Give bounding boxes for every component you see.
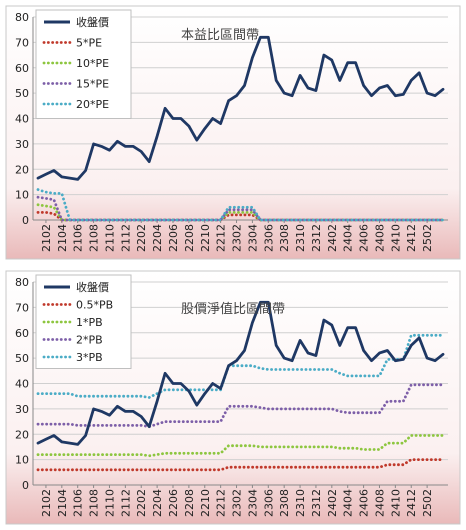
x-tick-label: 2204 [151,224,164,252]
x-tick-label: 2502 [421,489,434,517]
x-tick-label: 2308 [278,224,291,252]
legend-box [35,9,132,119]
legend-label: 0.5*PB [76,299,113,312]
x-tick-label: 2302 [231,224,244,252]
x-tick-label: 2412 [405,224,418,252]
y-tick-label: 40 [15,378,29,391]
x-tick-label: 2108 [88,224,101,252]
x-tick-label: 2208 [183,224,196,252]
y-tick-label: 30 [15,138,29,151]
x-tick-label: 2202 [135,224,148,252]
chart-title: 股價淨值比區間帶 [181,301,285,317]
x-tick-label: 2106 [72,489,85,517]
legend-label: 20*PE [76,98,109,111]
x-tick-label: 2310 [294,489,307,517]
x-tick-label: 2110 [103,489,116,517]
x-tick-label: 2210 [199,224,212,252]
x-tick-label: 2112 [119,224,132,252]
series-line-0 [36,300,445,446]
x-tick-label: 2312 [310,489,323,517]
legend-label: 3*PB [76,351,103,364]
y-tick-label: 0 [22,214,29,227]
series-line-1 [36,458,445,472]
series-line-3 [36,195,445,222]
x-tick-label: 2308 [278,489,291,517]
y-tick-label: 60 [15,327,29,340]
chart-pb-svg: 0 10 20 30 40 50 60 70 80 2102 2104 2106 2108 2110 211… [5,270,461,525]
x-tick-label: 2102 [40,489,53,517]
x-tick-label: 2212 [215,224,228,252]
x-tick-label: 2304 [246,224,259,252]
x-tick-label: 2406 [358,489,371,517]
x-tick-label: 2106 [72,224,85,252]
y-tick-label: 60 [15,62,29,75]
x-tick-label: 2212 [215,489,228,517]
x-tick-label: 2104 [56,489,69,517]
x-tick-label: 2110 [103,224,116,252]
x-tick-label: 2112 [119,489,132,517]
y-tick-label: 20 [15,163,29,176]
legend-label: 收盤價 [76,15,109,29]
x-tick-label: 2402 [326,224,339,252]
x-tick-label: 2210 [199,489,212,517]
y-tick-label: 70 [15,36,29,49]
y-tick-label: 80 [15,11,29,24]
y-tick-label: 80 [15,276,29,289]
x-tick-label: 2204 [151,489,164,517]
y-tick-label: 30 [15,403,29,416]
x-tick-label: 2306 [262,224,275,252]
legend-label: 2*PB [76,334,103,347]
x-tick-label: 2202 [135,489,148,517]
x-tick-label: 2102 [40,224,53,252]
x-tick-label: 2108 [88,489,101,517]
series-line-0 [36,35,445,181]
chart-panel-pb: 0 10 20 30 40 50 60 70 80 2102 2104 2106 2108 2110 211… [0,265,466,530]
series-line-2 [36,434,445,458]
legend-label: 收盤價 [76,280,109,294]
x-tick-label: 2410 [389,489,402,517]
y-tick-label: 50 [15,352,29,365]
series-line-4 [36,333,445,399]
x-tick-label: 2208 [183,489,196,517]
y-tick-label: 10 [15,454,29,467]
x-tick-label: 2312 [310,224,323,252]
x-tick-label: 2306 [262,489,275,517]
y-tick-label: 20 [15,428,29,441]
x-tick-label: 2302 [231,489,244,517]
y-tick-label: 70 [15,301,29,314]
x-tick-label: 2310 [294,224,307,252]
x-tick-label: 2410 [389,224,402,252]
x-tick-label: 2304 [246,489,259,517]
x-tick-label: 2404 [342,224,355,252]
legend-label: 5*PE [76,37,102,50]
x-tick-label: 2402 [326,489,339,517]
y-tick-label: 0 [22,479,29,492]
x-tick-label: 2206 [167,489,180,517]
y-tick-label: 50 [15,87,29,100]
x-tick-label: 2406 [358,224,371,252]
y-tick-label: 10 [15,189,29,202]
chart-panel-pe: 0 10 20 30 40 50 60 70 80 2102 2104 2106 2108 2110 211… [5,5,461,260]
chart-title: 本益比區間帶 [181,28,259,43]
chart-pe-svg: 0 10 20 30 40 50 60 70 80 2102 2104 2106 2108 2110 211… [5,5,461,260]
y-tick-label: 40 [15,113,29,126]
x-tick-label: 2408 [373,489,386,517]
legend-label: 15*PE [76,78,109,91]
x-tick-label: 2502 [421,224,434,252]
x-tick-label: 2404 [342,489,355,517]
legend-label: 10*PE [76,57,109,70]
x-tick-label: 2408 [373,224,386,252]
series-line-3 [36,383,445,429]
x-tick-label: 2412 [405,489,418,517]
x-tick-label: 2206 [167,224,180,252]
x-tick-label: 2104 [56,224,69,252]
legend-label: 1*PB [76,316,103,329]
